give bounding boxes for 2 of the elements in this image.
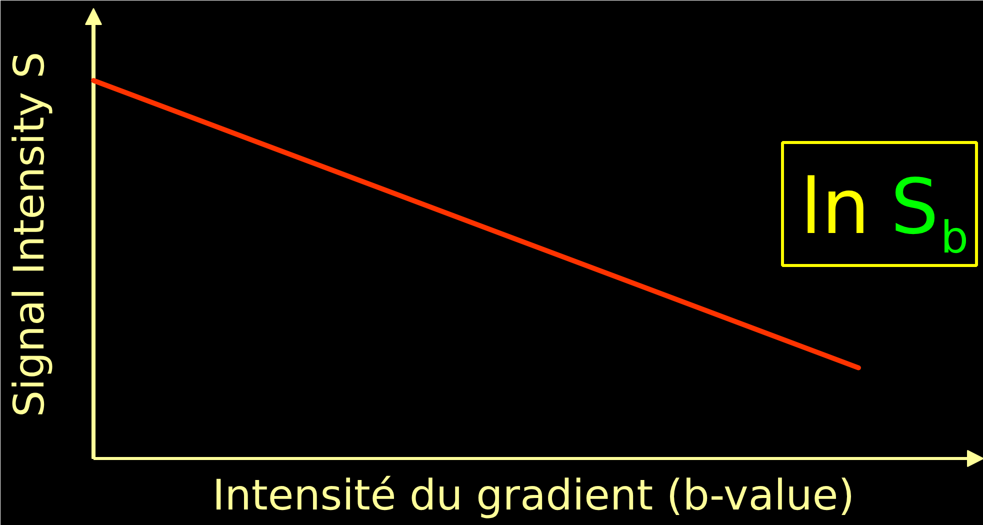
x-axis-title: Intensité du gradient (b-value) xyxy=(212,470,855,520)
y-axis-title: Signal Intensity S xyxy=(4,52,54,418)
